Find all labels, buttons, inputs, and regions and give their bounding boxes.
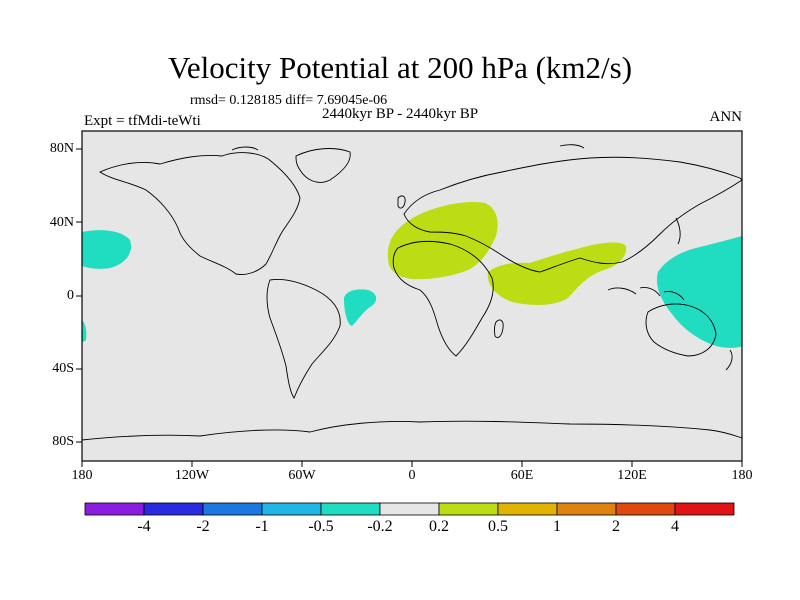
coast-greenland — [295, 148, 351, 183]
map-ocean-background — [82, 131, 742, 461]
y-tick-40s: 40S — [52, 361, 74, 376]
coast-eurasia — [403, 156, 743, 273]
colorbar-label: 4 — [671, 518, 679, 535]
x-tick-60e: 60E — [510, 468, 534, 483]
positive-anomaly-europe-africa — [387, 202, 498, 280]
coast-arctic-islands — [231, 144, 585, 151]
colorbar-label: 0.5 — [488, 518, 508, 535]
colorbar-box — [84, 502, 145, 516]
negative-anomaly-australia — [656, 236, 742, 348]
colorbar-label: 1 — [553, 518, 561, 535]
coast-antarctica — [81, 420, 743, 441]
colorbar-box — [379, 502, 440, 516]
positive-anomaly-india — [487, 242, 627, 305]
plot-title: Velocity Potential at 200 hPa (km2/s) — [167, 50, 633, 85]
colorbar-box — [320, 502, 381, 516]
x-tick-60w: 60W — [288, 468, 316, 483]
coast-australia — [645, 303, 717, 357]
colorbar-box — [202, 502, 263, 516]
colorbar-box — [615, 502, 676, 516]
y-tick-80n: 80N — [49, 141, 74, 156]
x-tick-0: 0 — [408, 468, 416, 483]
coast-new-zealand — [725, 349, 733, 371]
y-tick-80s: 80S — [52, 434, 74, 449]
negative-anomaly-pacific-west-south — [82, 320, 87, 342]
axis-ticks — [76, 148, 743, 467]
colorbar — [84, 502, 735, 516]
x-tick-180e: 180 — [731, 468, 753, 483]
y-tick-0: 0 — [67, 288, 74, 303]
coast-madagascar — [493, 319, 504, 339]
colorbar-box — [497, 502, 558, 516]
colorbar-box — [674, 502, 735, 516]
negative-anomaly-pacific-west — [82, 230, 132, 269]
coast-japan — [675, 217, 681, 245]
colorbar-label: -2 — [196, 518, 210, 535]
coast-africa — [392, 240, 494, 357]
x-tick-120w: 120W — [174, 468, 210, 483]
coast-maritime-continent — [607, 287, 685, 301]
colorbar-label: -1 — [255, 518, 269, 535]
colorbar-box — [556, 502, 617, 516]
colorbar-label: -4 — [137, 518, 151, 535]
coast-british-isles — [397, 195, 406, 209]
experiment-label: Expt = tfMdi-teWti — [84, 113, 201, 129]
colorbar-label: -0.2 — [367, 518, 393, 535]
season-label: ANN — [709, 109, 743, 125]
negative-anomaly-atlantic — [344, 289, 377, 326]
colorbar-box — [143, 502, 204, 516]
colorbar-label: 0.2 — [429, 518, 449, 535]
stats-line: rmsd= 0.128185 diff= 7.69045e-06 — [190, 93, 388, 108]
period-subtitle: 2440kyr BP - 2440kyr BP — [322, 106, 479, 122]
colorbar-label: 2 — [612, 518, 620, 535]
x-tick-120e: 120E — [617, 468, 647, 483]
coast-north-america — [99, 152, 301, 275]
coast-south-america — [266, 279, 341, 399]
y-tick-40n: 40N — [49, 215, 74, 230]
coastlines — [81, 144, 743, 441]
colorbar-box — [438, 502, 499, 516]
x-tick-180w: 180 — [71, 468, 93, 483]
colorbar-label: -0.5 — [308, 518, 334, 535]
colorbar-box — [261, 502, 322, 516]
